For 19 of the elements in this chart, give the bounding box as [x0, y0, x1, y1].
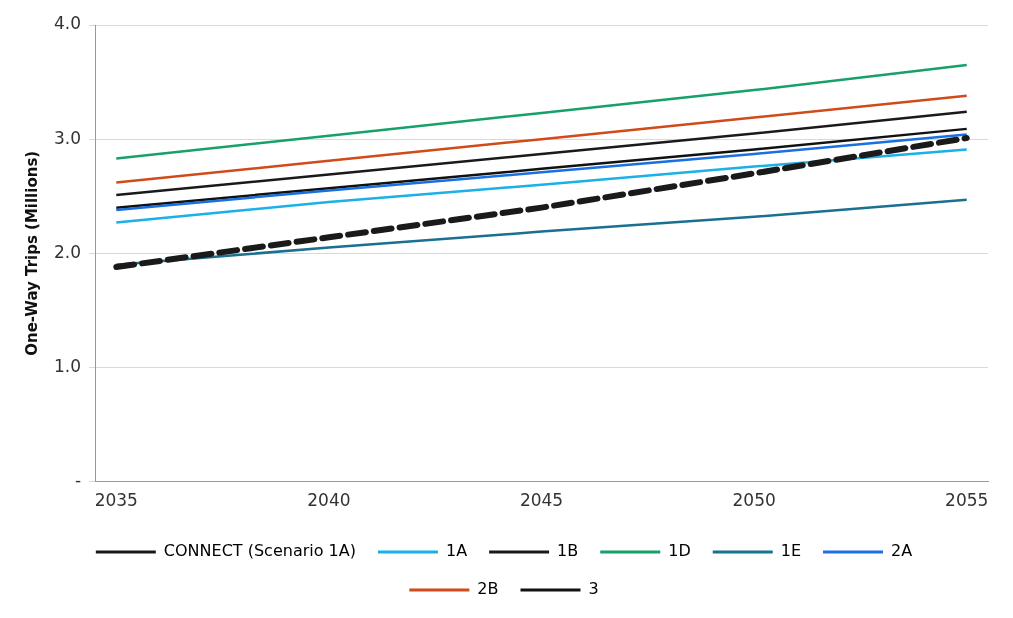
x-tick-label: 2040	[307, 490, 351, 511]
x-tick-label: 2050	[732, 490, 776, 511]
y-axis-title: One-Way Trips (Millions)	[22, 150, 41, 356]
y-tick-label: 4.0	[53, 13, 82, 34]
legend-label: 3	[588, 579, 599, 599]
legend-label: 1D	[668, 541, 691, 561]
x-tick-label: 2035	[94, 490, 138, 511]
legend-label: 2A	[891, 541, 913, 561]
legend-label: 1E	[780, 541, 802, 561]
y-tick-label: 2.0	[53, 241, 82, 262]
y-tick-label: 3.0	[53, 127, 82, 148]
y-tick-label: -	[74, 470, 82, 491]
legend-label: 1B	[557, 541, 579, 561]
y-tick-label: 1.0	[53, 355, 82, 376]
x-tick-label: 2045	[519, 490, 564, 511]
x-tick-label: 2055	[945, 490, 989, 511]
legend-label: 1A	[445, 541, 468, 561]
legend-label: 2B	[477, 579, 499, 599]
legend-label: CONNECT (Scenario 1A)	[163, 541, 356, 561]
